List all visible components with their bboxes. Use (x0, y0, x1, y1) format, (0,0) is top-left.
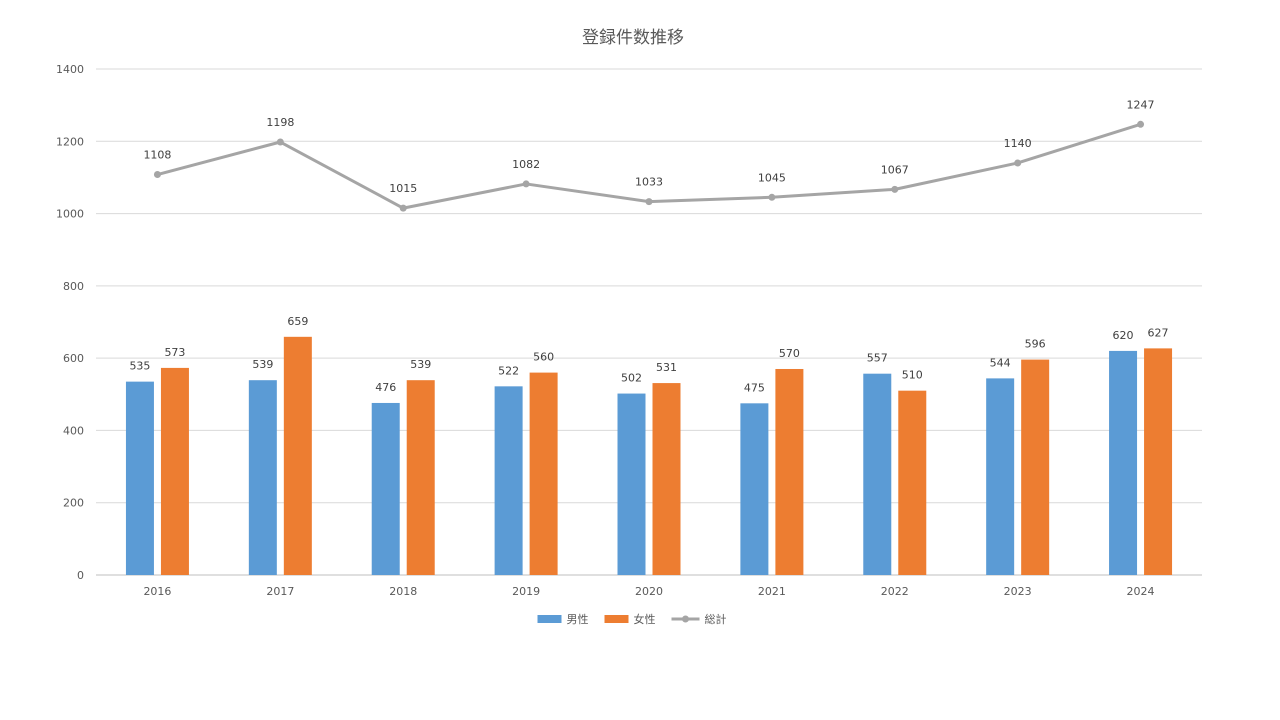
bar-data-label: 659 (287, 315, 308, 328)
bar-male (371, 402, 400, 575)
legend-swatch (537, 615, 562, 623)
line-data-label: 1198 (266, 116, 294, 129)
bar-female (1144, 348, 1173, 575)
bar-data-label: 573 (164, 346, 185, 359)
legend-swatch (604, 615, 629, 623)
x-tick-label: 2018 (389, 585, 417, 598)
x-tick-label: 2023 (1004, 585, 1032, 598)
chart-title: 登録件数推移 (582, 28, 684, 48)
total-point (276, 138, 284, 146)
bar-male (617, 393, 646, 575)
line-data-label: 1108 (143, 149, 171, 162)
y-tick-label: 1200 (56, 135, 84, 148)
x-tick-label: 2022 (881, 585, 909, 598)
bar-series (125, 336, 1173, 575)
x-tick-label: 2019 (512, 585, 540, 598)
bar-female (1021, 359, 1050, 575)
total-point (399, 204, 407, 212)
bar-data-label: 476 (375, 381, 396, 394)
total-line (155, 122, 1143, 210)
x-tick-label: 2020 (635, 585, 663, 598)
total-point (645, 198, 653, 206)
y-tick-label: 0 (77, 569, 84, 582)
bar-female (160, 367, 189, 575)
bar-male (986, 378, 1015, 575)
total-point (153, 171, 161, 179)
line-series (153, 120, 1145, 212)
bar-data-label: 502 (621, 372, 642, 385)
x-axis: 2016 2017 2018 2019 2020 2021 2022 2023 2024 (143, 585, 1154, 598)
bar-female (283, 336, 312, 575)
bar-data-label: 535 (129, 360, 150, 373)
legend-label: 女性 (634, 612, 656, 626)
bar-data-label: 570 (779, 347, 800, 360)
legend: 男性 女性 総計 (537, 612, 727, 626)
bar-male (863, 373, 892, 575)
bar-female (898, 390, 927, 575)
y-tick-label: 1000 (56, 208, 84, 221)
y-tick-label: 600 (63, 352, 84, 365)
x-tick-label: 2017 (266, 585, 294, 598)
bar-data-label: 539 (252, 358, 273, 371)
bar-male (740, 403, 769, 575)
bar-female (652, 383, 681, 575)
y-tick-label: 200 (63, 497, 84, 510)
y-tick-label: 1400 (56, 63, 84, 76)
line-data-label: 1082 (512, 158, 540, 171)
bar-male (125, 381, 154, 575)
line-data-label: 1140 (1004, 137, 1032, 150)
bar-male (1109, 350, 1138, 575)
legend-marker (682, 615, 689, 623)
x-tick-label: 2016 (143, 585, 171, 598)
legend-label: 総計 (705, 612, 727, 626)
bar-female (406, 380, 435, 575)
y-tick-label: 400 (63, 424, 84, 437)
total-point (1137, 120, 1145, 128)
total-point (522, 180, 530, 188)
bar-data-label: 620 (1113, 329, 1134, 342)
x-tick-label: 2024 (1127, 585, 1155, 598)
bar-data-label: 475 (744, 381, 765, 394)
line-data-label: 1033 (635, 176, 663, 189)
bar-data-label: 596 (1025, 338, 1046, 351)
bar-male (248, 380, 277, 575)
line-data-label: 1015 (389, 182, 417, 195)
line-data-label: 1045 (758, 171, 786, 184)
y-tick-label: 800 (63, 280, 84, 293)
bar-data-label: 627 (1148, 326, 1169, 339)
total-point (1014, 159, 1022, 167)
bar-data-label: 544 (990, 356, 1011, 369)
x-tick-label: 2021 (758, 585, 786, 598)
bar-data-label: 531 (656, 361, 677, 374)
line-data-label: 1247 (1127, 98, 1155, 111)
bar-data-label: 557 (867, 352, 888, 365)
bar-data-label: 522 (498, 364, 519, 377)
legend-label: 男性 (567, 612, 589, 626)
bar-female (775, 368, 804, 575)
bar-female (529, 372, 558, 575)
line-data-label: 1067 (881, 163, 909, 176)
y-axis: 0 200 400 600 800 1000 1200 1400 (56, 63, 84, 582)
data-labels: 535 539 476 522 502 475 557 544 620 573 659 539 560 5… (129, 98, 1168, 394)
total-point (891, 185, 899, 193)
bar-data-label: 539 (410, 358, 431, 371)
bar-data-label: 560 (533, 351, 554, 364)
bar-data-label: 510 (902, 369, 923, 382)
bar-male (494, 386, 523, 575)
total-point (768, 193, 776, 201)
